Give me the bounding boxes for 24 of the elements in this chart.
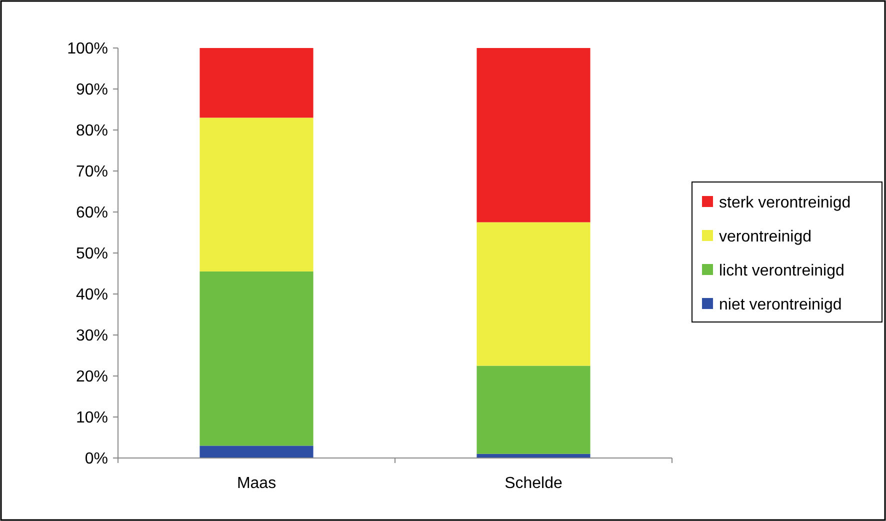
y-tick-label: 60% [76, 204, 108, 222]
bar [476, 366, 590, 454]
bar [200, 446, 314, 458]
x-tick-label: Schelde [504, 475, 563, 492]
y-tick-label: 80% [76, 122, 108, 140]
y-tick-label: 90% [76, 82, 108, 99]
bar [476, 48, 590, 222]
legend-label: sterk verontreinigd [719, 194, 851, 212]
bar [200, 48, 314, 118]
y-tick-label: 70% [76, 164, 108, 181]
y-tick-label: 30% [76, 328, 108, 345]
legend-label: verontreinigd [719, 228, 812, 246]
legend-label: niet verontreinigd [719, 296, 842, 314]
legend-label: licht verontreinigd [719, 262, 844, 280]
y-tick-label: 20% [76, 368, 108, 386]
bar [476, 222, 590, 366]
bar [200, 271, 314, 446]
y-tick-label: 100% [67, 40, 108, 58]
x-tick-label: Maas [236, 475, 276, 492]
bar [200, 118, 314, 272]
y-tick-label: 0% [84, 450, 108, 468]
y-tick-label: 40% [76, 286, 108, 304]
y-tick-label: 50% [76, 246, 108, 263]
y-tick-label: 10% [76, 410, 108, 427]
